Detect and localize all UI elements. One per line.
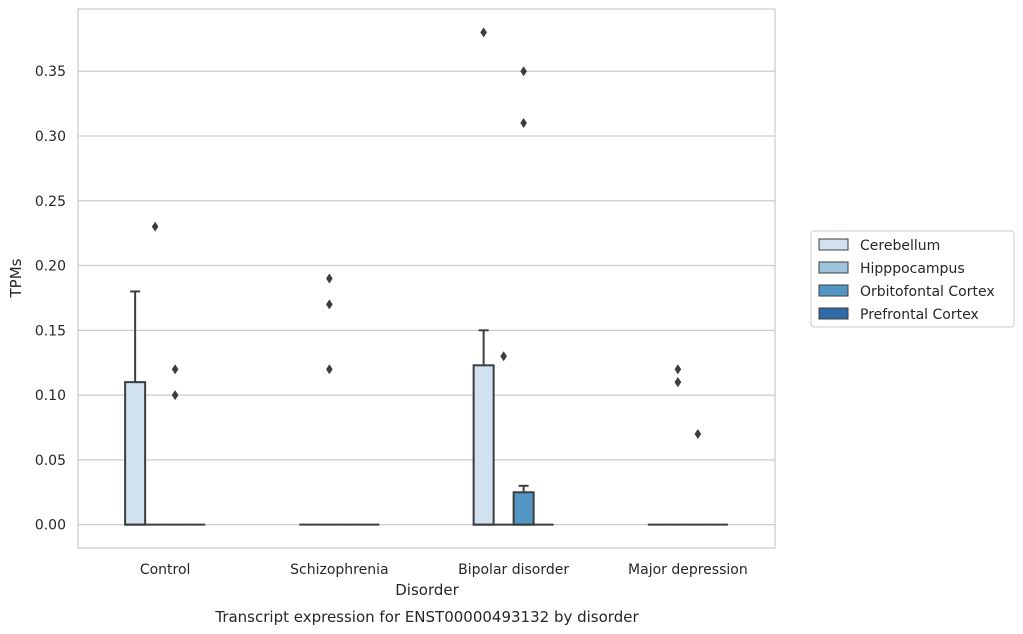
box-group	[472, 27, 495, 526]
plot-background	[78, 9, 775, 548]
y-tick-label: 0.35	[35, 64, 66, 80]
legend-swatch	[818, 261, 849, 274]
legend-swatch	[818, 284, 849, 297]
legend-label: Prefrontal Cortex	[860, 307, 979, 323]
legend-item: Orbitofontal Cortex	[818, 284, 995, 300]
legend-item: Hipppocampus	[818, 261, 965, 277]
outlier-marker	[480, 27, 487, 38]
outlier-marker	[520, 118, 527, 129]
plot-frame	[77, 8, 776, 549]
y-tick-label: 0.00	[35, 518, 66, 534]
box	[124, 381, 147, 526]
legend-item: Cerebellum	[818, 238, 940, 254]
y-tick-labels: 0.00 0.05 0.10 0.15 0.20 0.25 0.30 0.35	[35, 64, 66, 533]
box	[472, 364, 495, 526]
x-axis-label: Disorder	[395, 581, 459, 599]
legend-swatch	[818, 238, 849, 251]
legend-label: Orbitofontal Cortex	[860, 284, 995, 300]
box-group	[145, 221, 166, 526]
gridlines	[78, 70, 775, 526]
y-tick-label: 0.10	[35, 388, 66, 404]
y-tick-label: 0.25	[35, 194, 66, 210]
legend-swatch	[818, 307, 849, 320]
box-series	[124, 27, 728, 526]
outlier-marker	[326, 273, 333, 284]
box	[512, 491, 535, 526]
box-group	[667, 364, 688, 526]
legend: Cerebellum Hipppocampus Orbitofontal Corte…	[810, 230, 1015, 328]
box-group	[512, 66, 535, 526]
box-group	[165, 364, 186, 526]
y-tick-label: 0.05	[35, 453, 66, 469]
x-tick-label: Schizophrenia	[290, 562, 388, 578]
x-tick-label: Control	[140, 562, 191, 578]
legend-label: Hipppocampus	[860, 261, 965, 277]
x-tick-labels: Control Schizophrenia Bipolar disorder Majo…	[140, 562, 748, 578]
outlier-marker	[674, 377, 682, 388]
chart-caption: Transcript expression for ENST0000049313…	[214, 608, 639, 626]
outlier-marker	[674, 364, 682, 375]
y-axis-label: TPMs	[7, 258, 25, 298]
outlier-marker	[171, 364, 179, 375]
x-tick-label: Major depression	[628, 562, 748, 578]
outlier-marker	[326, 364, 333, 375]
y-tick-label: 0.15	[35, 323, 66, 339]
box-group	[687, 428, 708, 526]
box-group	[124, 290, 147, 526]
outlier-marker	[151, 221, 159, 232]
y-tick-label: 0.20	[35, 259, 66, 275]
x-tick-label: Bipolar disorder	[458, 562, 569, 578]
box-group	[319, 273, 340, 526]
legend-item: Prefrontal Cortex	[818, 307, 979, 323]
legend-label: Cerebellum	[860, 238, 940, 254]
outlier-marker	[520, 66, 527, 77]
outlier-marker	[171, 390, 179, 401]
outlier-marker	[326, 299, 333, 310]
legend-frame	[810, 230, 1015, 328]
y-tick-label: 0.30	[35, 129, 66, 145]
outlier-marker	[500, 351, 507, 362]
outlier-marker	[694, 428, 702, 439]
box-group	[493, 351, 514, 526]
